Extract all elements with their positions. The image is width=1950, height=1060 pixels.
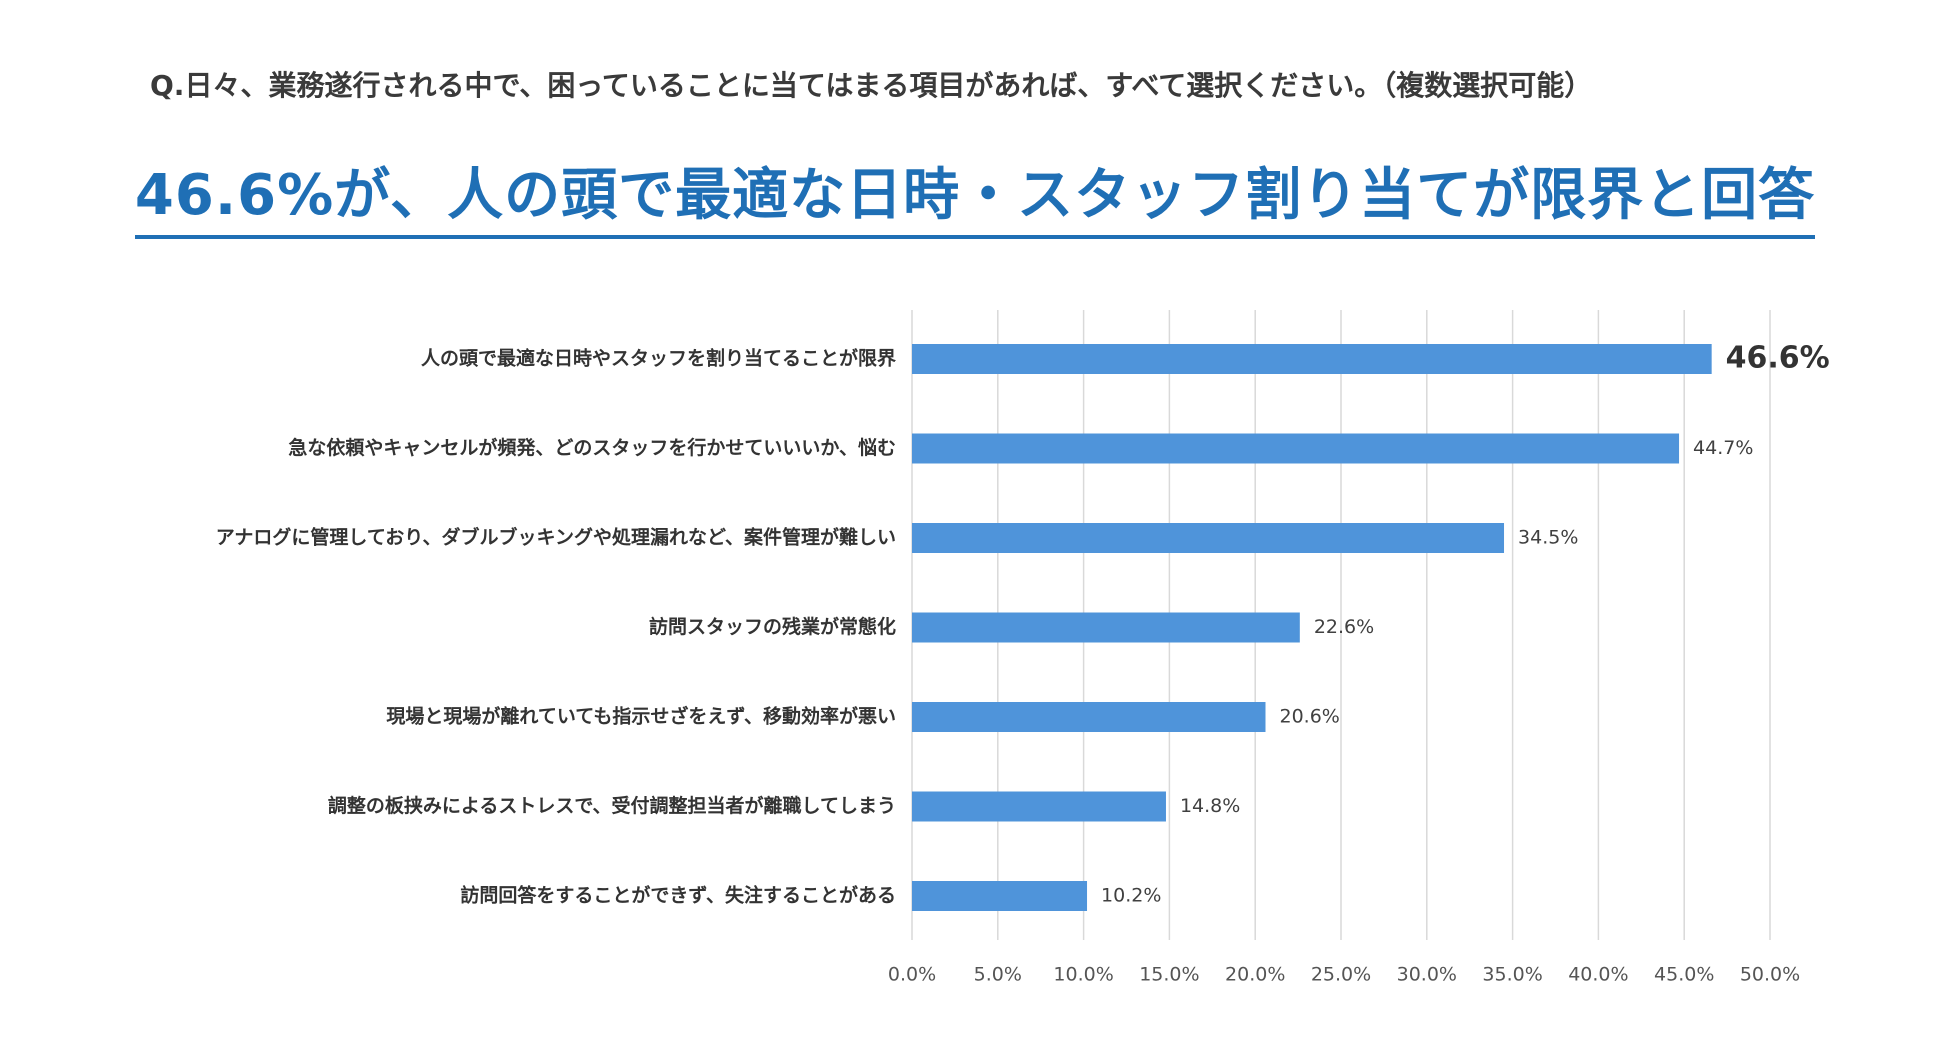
value-label: 46.6% <box>1726 341 1830 376</box>
bar <box>912 523 1505 553</box>
category-label: 急な依頼やキャンセルが頻発、どのスタッフを行かせていいいか、悩む <box>288 436 896 459</box>
bar <box>912 612 1300 643</box>
value-labels: 46.6% 44.7% 34.5% 22.6% 20.6% 14.8% 10.2% <box>1101 341 1830 907</box>
x-tick-label: 30.0% <box>1397 964 1457 986</box>
x-tick-label: 20.0% <box>1225 964 1285 986</box>
category-labels: 人の頭で最適な日時やスタッフを割り当てることが限界急な依頼やキャンセルが頻発、ど… <box>216 347 896 907</box>
x-tick-label: 50.0% <box>1740 964 1800 986</box>
x-tick-label: 15.0% <box>1139 964 1199 986</box>
category-label: アナログに管理しており、ダブルブッキングや処理漏れなど、案件管理が難しい <box>216 526 896 549</box>
headline: 46.6%が、人の頭で最適な日時・スタッフ割り当てが限界と回答 <box>134 150 1816 239</box>
x-tick-label: 5.0% <box>974 964 1022 986</box>
category-label: 調整の板挟みによるストレスで、受付調整担当者が離職してしまう <box>328 794 896 817</box>
bar <box>912 881 1088 911</box>
x-tick-label: 10.0% <box>1053 964 1113 986</box>
value-label: 44.7% <box>1693 437 1753 459</box>
value-label: 14.8% <box>1180 795 1240 817</box>
bar <box>912 344 1712 374</box>
category-label: 訪問回答をすることができず、失注することがある <box>460 884 896 907</box>
bars <box>912 344 1712 911</box>
value-label: 34.5% <box>1518 527 1578 549</box>
headline-container: 46.6%が、人の頭で最適な日時・スタッフ割り当てが限界と回答 <box>0 150 1950 239</box>
x-tick-label: 35.0% <box>1482 964 1542 986</box>
value-label: 22.6% <box>1314 616 1374 638</box>
x-tick-label: 0.0% <box>888 964 936 986</box>
question-text: Q.日々、業務遂行される中で、困っていることに当てはまる項目があれば、すべて選択… <box>150 69 1593 102</box>
value-label: 20.6% <box>1279 706 1339 728</box>
category-label: 現場と現場が離れていても指示せざをえず、移動効率が悪い <box>386 705 896 728</box>
x-tick-label: 25.0% <box>1311 964 1371 986</box>
value-label: 10.2% <box>1101 885 1161 907</box>
x-axis-tick-labels: 0.0% 5.0% 10.0% 15.0% 20.0% 25.0% 30.0% 35.0% 40… <box>888 964 1800 986</box>
category-label: 人の頭で最適な日時やスタッフを割り当てることが限界 <box>421 347 896 370</box>
bar <box>912 433 1680 464</box>
x-tick-label: 40.0% <box>1568 964 1628 986</box>
bar <box>912 702 1266 732</box>
bar <box>912 791 1166 822</box>
category-label: 訪問スタッフの残業が常態化 <box>649 615 896 638</box>
x-tick-label: 45.0% <box>1654 964 1714 986</box>
